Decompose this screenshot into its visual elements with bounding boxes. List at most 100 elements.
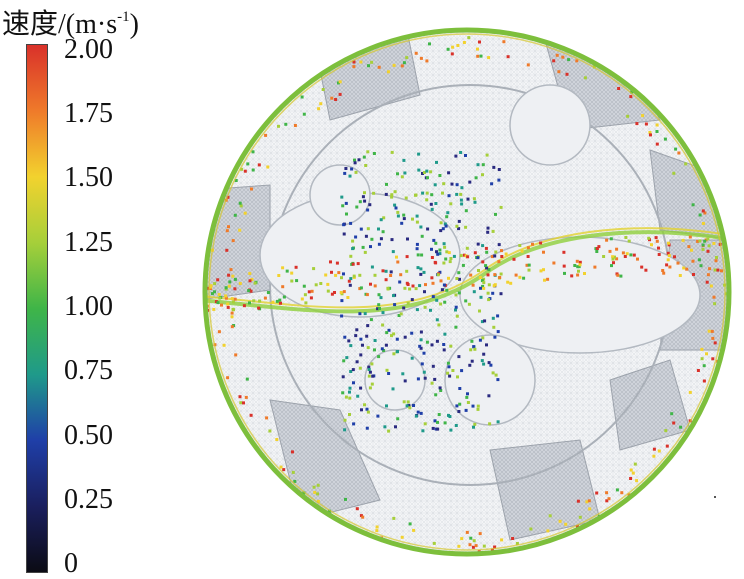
particle bbox=[610, 264, 613, 268]
particle bbox=[482, 362, 486, 366]
particle bbox=[314, 283, 318, 287]
particle bbox=[266, 291, 270, 294]
particle bbox=[526, 255, 530, 258]
particle bbox=[377, 242, 381, 246]
particle bbox=[482, 544, 486, 548]
particle bbox=[500, 538, 504, 542]
particle bbox=[402, 217, 406, 221]
particle bbox=[482, 281, 486, 285]
particle bbox=[326, 289, 330, 293]
particle bbox=[230, 315, 234, 319]
particle bbox=[329, 260, 332, 264]
particle bbox=[341, 391, 345, 395]
particle bbox=[281, 266, 285, 270]
tick-label-2.00: 2.00 bbox=[64, 34, 113, 65]
particle bbox=[490, 548, 494, 552]
particle bbox=[381, 230, 385, 234]
particle bbox=[390, 193, 394, 197]
particle bbox=[385, 368, 389, 372]
particle bbox=[408, 522, 412, 526]
particle bbox=[527, 268, 531, 272]
particle bbox=[415, 308, 419, 312]
particle bbox=[491, 291, 495, 295]
particle bbox=[448, 260, 452, 264]
particle bbox=[396, 350, 399, 353]
particle bbox=[449, 428, 453, 432]
particle bbox=[629, 477, 633, 480]
particle bbox=[393, 190, 397, 194]
tick-label-0.25: 0.25 bbox=[64, 484, 113, 515]
particle bbox=[230, 311, 234, 315]
particle bbox=[410, 298, 414, 302]
particle bbox=[227, 273, 231, 277]
particle bbox=[674, 147, 678, 151]
particle bbox=[435, 250, 438, 254]
particle bbox=[539, 269, 543, 273]
particle bbox=[615, 257, 619, 261]
particle bbox=[229, 268, 233, 272]
particle bbox=[213, 290, 216, 294]
particle bbox=[377, 355, 381, 359]
particle bbox=[435, 298, 439, 302]
particle bbox=[595, 491, 599, 495]
particle bbox=[400, 221, 404, 225]
particle bbox=[372, 152, 376, 155]
particle bbox=[303, 293, 307, 297]
particle bbox=[499, 272, 503, 276]
particle bbox=[337, 81, 340, 85]
particle bbox=[419, 411, 423, 415]
particle bbox=[465, 395, 469, 399]
particle bbox=[609, 237, 613, 241]
particle bbox=[436, 252, 440, 256]
particle bbox=[488, 422, 492, 426]
particle bbox=[499, 292, 503, 296]
particle bbox=[661, 269, 665, 272]
particle bbox=[451, 369, 455, 372]
particle bbox=[387, 70, 390, 74]
particle bbox=[655, 239, 659, 243]
particle bbox=[356, 262, 360, 266]
particle bbox=[343, 171, 347, 175]
particle bbox=[484, 246, 488, 250]
particle bbox=[302, 112, 306, 116]
particle bbox=[358, 366, 362, 370]
particle bbox=[209, 285, 212, 289]
particle bbox=[640, 265, 644, 269]
particle bbox=[353, 161, 357, 165]
particle bbox=[457, 219, 461, 223]
particle bbox=[466, 401, 470, 404]
particle bbox=[334, 98, 338, 101]
particle bbox=[441, 191, 444, 195]
particle bbox=[421, 172, 424, 175]
tick-label-1.00: 1.00 bbox=[64, 291, 113, 322]
particle bbox=[342, 359, 346, 363]
particle bbox=[476, 242, 480, 246]
particle bbox=[419, 338, 423, 342]
particle bbox=[670, 412, 674, 416]
particle bbox=[429, 308, 432, 312]
particle bbox=[641, 114, 645, 118]
particle bbox=[394, 425, 397, 429]
particle bbox=[672, 421, 676, 425]
particle bbox=[461, 263, 465, 267]
particle bbox=[730, 261, 733, 264]
particle bbox=[472, 345, 476, 349]
particle bbox=[304, 301, 308, 305]
particle bbox=[443, 421, 447, 425]
particle bbox=[702, 364, 706, 368]
tick-label-0.50: 0.50 bbox=[64, 420, 113, 451]
particle bbox=[455, 404, 459, 408]
particle bbox=[458, 387, 462, 390]
particle bbox=[527, 263, 531, 267]
particle bbox=[474, 176, 478, 180]
particle bbox=[460, 202, 464, 206]
particle bbox=[699, 264, 703, 268]
particle bbox=[597, 245, 601, 249]
particle bbox=[454, 293, 458, 297]
particle bbox=[397, 314, 401, 317]
particle bbox=[506, 55, 510, 59]
particle bbox=[644, 122, 648, 126]
particle bbox=[365, 426, 369, 430]
particle bbox=[487, 361, 491, 365]
particle bbox=[395, 337, 399, 341]
